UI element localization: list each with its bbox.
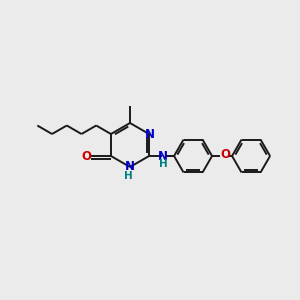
Text: H: H [159,159,167,169]
Text: O: O [81,149,91,163]
Text: O: O [220,148,230,161]
Text: N: N [125,160,135,172]
Text: N: N [158,149,168,163]
Text: N: N [145,128,155,140]
Text: H: H [124,171,132,181]
